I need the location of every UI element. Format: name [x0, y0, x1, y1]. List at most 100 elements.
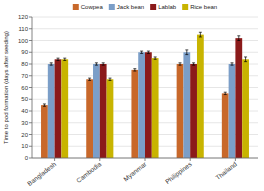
tick: [54, 158, 55, 161]
bar: [93, 64, 100, 158]
y-axis-label: Time to pod formation (days after seedin…: [3, 31, 9, 144]
legend-label: Rice bean: [190, 4, 217, 10]
tick-label: 10: [21, 143, 28, 149]
error-cap: [95, 62, 98, 63]
background: [0, 0, 264, 191]
error-cap: [237, 35, 240, 36]
error-bar: [133, 69, 136, 71]
error-line: [44, 104, 45, 106]
error-cap: [179, 65, 182, 66]
error-cap: [192, 62, 195, 63]
error-cap: [244, 61, 247, 62]
legend-item: Cowpea: [73, 4, 104, 10]
error-line: [193, 63, 194, 65]
error-bar: [224, 92, 227, 94]
y-axis: 0102030405060708090100110120: [18, 14, 258, 161]
error-bar: [56, 58, 59, 60]
tick: [99, 158, 100, 161]
error-cap: [63, 58, 66, 59]
legend: Cowpea Jack bean Lablab Rice bean: [73, 4, 217, 10]
error-cap: [154, 56, 157, 57]
error-cap: [133, 71, 136, 72]
tick-label: 100: [18, 38, 29, 44]
bar: [197, 35, 204, 158]
error-cap: [88, 80, 91, 81]
error-line: [245, 57, 246, 62]
legend-swatch: [73, 4, 79, 10]
bar: [242, 59, 249, 158]
tick-label: 50: [21, 96, 28, 102]
error-line: [134, 69, 135, 71]
error-line: [232, 63, 233, 65]
tick-label: 120: [18, 14, 29, 20]
error-cap: [50, 65, 53, 66]
legend-swatch: [182, 4, 188, 10]
error-cap: [237, 40, 240, 41]
legend-item: Rice bean: [182, 4, 217, 10]
tick-label: 80: [21, 61, 28, 67]
bar: [138, 52, 145, 158]
tick: [29, 158, 32, 159]
legend-label: Cowpea: [81, 4, 104, 10]
error-line: [141, 51, 142, 53]
bar: [190, 64, 197, 158]
tick-label: 30: [21, 120, 28, 126]
y-axis-line: [32, 17, 33, 158]
error-bar: [185, 50, 188, 55]
tick: [29, 134, 32, 135]
tick-label: 60: [21, 85, 28, 91]
error-line: [89, 78, 90, 80]
tick: [29, 99, 32, 100]
bar: [131, 70, 138, 158]
bar: [41, 105, 48, 158]
error-line: [103, 63, 104, 65]
error-cap: [185, 54, 188, 55]
error-cap: [224, 94, 227, 95]
error-cap: [231, 65, 234, 66]
tick: [235, 158, 236, 161]
error-cap: [102, 65, 105, 66]
error-cap: [133, 68, 136, 69]
category-label: Thailand: [214, 160, 238, 181]
grid-line: [32, 40, 258, 41]
bar: [235, 38, 242, 158]
legend-item: Lablab: [150, 4, 177, 10]
error-bar: [108, 78, 111, 80]
error-line: [238, 36, 239, 41]
error-bar: [147, 51, 150, 53]
tick-label: 0: [25, 155, 29, 161]
category-label: Cambodia: [75, 160, 103, 184]
error-cap: [95, 65, 98, 66]
tick-label: 110: [18, 26, 28, 32]
tick: [29, 111, 32, 112]
error-bar: [140, 51, 143, 53]
error-bar: [43, 104, 46, 106]
error-cap: [108, 78, 111, 79]
error-line: [96, 63, 97, 65]
category-label: Philippines: [164, 160, 194, 186]
error-bar: [179, 63, 182, 65]
bar: [183, 52, 190, 158]
error-line: [200, 32, 201, 37]
error-line: [57, 58, 58, 60]
error-bar: [244, 57, 247, 62]
error-cap: [199, 32, 202, 33]
bars: [41, 32, 249, 158]
tick-label: 20: [21, 132, 28, 138]
error-bar: [231, 63, 234, 65]
legend-label: Jack bean: [117, 4, 144, 10]
series: [55, 36, 243, 158]
tick: [29, 28, 32, 29]
legend-swatch: [150, 4, 156, 10]
tick: [29, 75, 32, 76]
error-cap: [147, 53, 150, 54]
error-cap: [43, 103, 46, 104]
error-bar: [63, 58, 66, 60]
error-cap: [154, 59, 157, 60]
bar: [229, 64, 236, 158]
error-cap: [192, 65, 195, 66]
tick: [29, 122, 32, 123]
tick: [29, 52, 32, 53]
tick-label: 40: [21, 108, 28, 114]
error-line: [155, 57, 156, 59]
